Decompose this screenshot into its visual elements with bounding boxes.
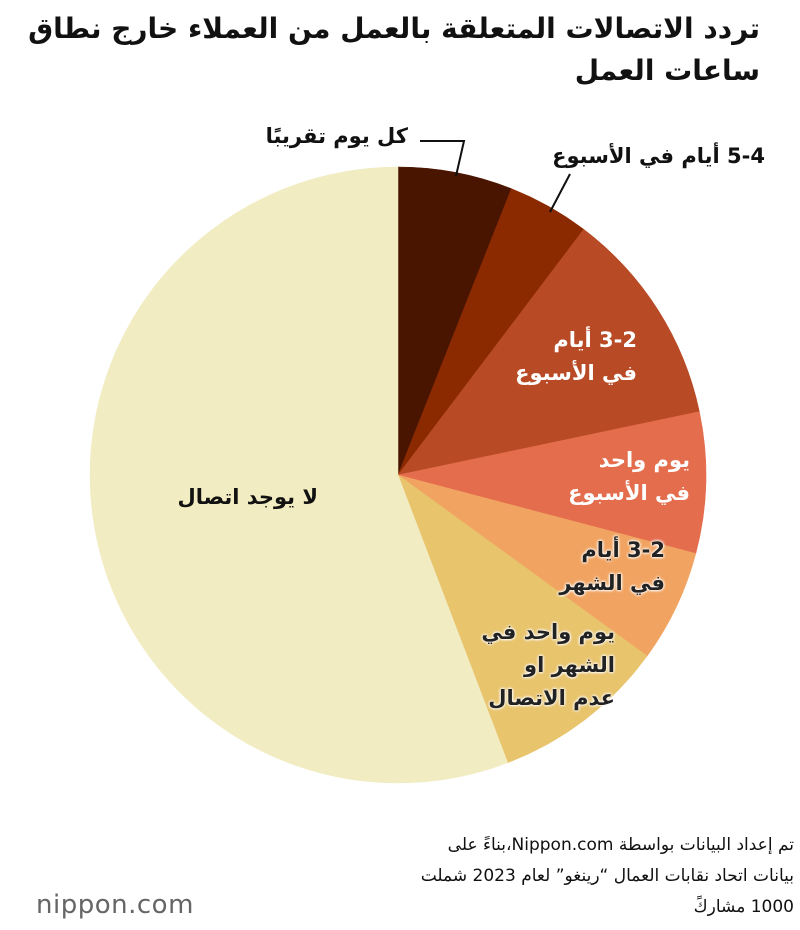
pie-slice xyxy=(397,411,707,554)
slice-label: كل يوم تقريبًا xyxy=(265,124,408,148)
slice-label: لا يوجد اتصال xyxy=(177,485,318,509)
pie-slice xyxy=(89,166,509,784)
slice-label: 5-4 أيام في الأسبوع xyxy=(552,144,765,168)
slice-label: يوم واحد في الشهر او عدم الاتصال xyxy=(481,620,615,710)
pie-slice xyxy=(397,228,700,476)
leader-line xyxy=(549,173,571,213)
slice-label: 3-2 أيام في الشهر xyxy=(559,538,665,595)
leader-line xyxy=(420,140,466,177)
chart-title: تردد الاتصالات المتعلقة بالعمل من العملا… xyxy=(28,12,760,87)
leader-lines xyxy=(420,140,571,213)
slice-label: 3-2 أيام في الأسبوع xyxy=(515,328,637,385)
pie-slice xyxy=(397,474,648,764)
slice-label: يوم واحد في الأسبوع xyxy=(568,448,690,505)
logo: nippon.com xyxy=(36,890,194,920)
source-note: تم إعداد البيانات بواسطة Nippon.com،بناء… xyxy=(420,835,794,917)
